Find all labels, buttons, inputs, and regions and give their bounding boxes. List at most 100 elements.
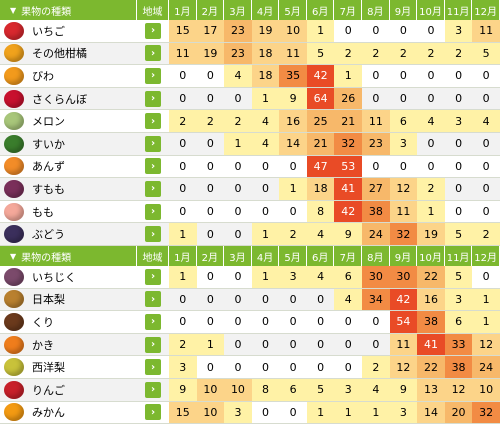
- month-cell: 0: [197, 133, 225, 155]
- heat-value: 0: [344, 338, 352, 352]
- region-arrow-button[interactable]: ›: [145, 359, 161, 376]
- month-cell: 0: [334, 311, 362, 333]
- month-cell: 13: [417, 379, 445, 401]
- region-arrow-button[interactable]: ›: [145, 203, 161, 220]
- heat-value: 27: [362, 178, 390, 200]
- heat-value: 0: [206, 205, 214, 219]
- header-fruit-type[interactable]: ▼ 果物の種類: [0, 246, 137, 266]
- header-month: 3月: [224, 0, 252, 20]
- month-cell: 27: [362, 178, 390, 200]
- month-cell: 0: [224, 289, 252, 311]
- month-cell: 0: [362, 65, 390, 87]
- watermelon-icon: [4, 134, 24, 153]
- fruit-name-cell: いちご: [0, 20, 137, 42]
- header-month: 5月: [279, 0, 307, 20]
- fruit-name: 西洋梨: [32, 361, 65, 375]
- heat-value: 0: [317, 315, 325, 329]
- heat-value: 42: [306, 65, 335, 87]
- header-month: 10月: [417, 0, 445, 20]
- fruit-row: いちじく › 1 0 0 1 3 4 6 30 30 22 5 0: [0, 266, 500, 289]
- month-cell: 30: [389, 266, 418, 288]
- heat-value: 1: [169, 266, 197, 288]
- region-arrow-button[interactable]: ›: [145, 291, 161, 308]
- heat-value: 0: [399, 159, 407, 173]
- month-cell: 23: [224, 20, 252, 42]
- fruit-name-cell: さくらんぼ: [0, 88, 137, 110]
- fruit-name: あんず: [32, 160, 65, 174]
- region-arrow-button[interactable]: ›: [145, 313, 161, 330]
- month-cell: 0: [169, 88, 197, 110]
- heat-value: 0: [427, 92, 435, 106]
- header-month: 8月: [362, 246, 390, 266]
- fruit-name: すもも: [32, 182, 65, 196]
- month-cell: 4: [417, 110, 445, 132]
- fruit-name: かき: [32, 338, 54, 352]
- month-cell: 0: [224, 334, 252, 356]
- heat-value: 30: [362, 266, 390, 288]
- heat-value: 15: [169, 401, 197, 424]
- header-month: 11月: [445, 0, 473, 20]
- month-cell: 0: [472, 266, 500, 288]
- plum-icon: [4, 179, 24, 198]
- month-cell: 4: [224, 65, 252, 87]
- month-cell: 0: [307, 334, 335, 356]
- region-arrow-button[interactable]: ›: [145, 226, 161, 243]
- heat-value: 0: [234, 315, 242, 329]
- month-cell: 20: [444, 401, 473, 424]
- month-cell: 19: [196, 42, 225, 65]
- fruit-row: ぶどう › 1 0 0 1 2 4 9 24 32 19 5 2: [0, 223, 500, 246]
- header-month: 3月: [224, 246, 252, 266]
- region-arrow-button[interactable]: ›: [145, 180, 161, 197]
- heat-value: 38: [362, 200, 390, 223]
- region-arrow-button[interactable]: ›: [145, 45, 161, 62]
- fruit-row: みかん › 15 10 3 0 0 1 1 1 3 14 20 32: [0, 401, 500, 425]
- heat-value: 0: [455, 159, 463, 173]
- region-arrow-button[interactable]: ›: [145, 404, 161, 421]
- heat-value: 21: [306, 133, 335, 155]
- header-region: 地域: [137, 0, 169, 20]
- month-cell: 12: [444, 379, 473, 401]
- month-cell: 0: [224, 88, 252, 110]
- heat-value: 12: [472, 333, 500, 356]
- heat-value: 0: [179, 69, 187, 83]
- heat-value: 4: [224, 65, 252, 87]
- heat-value: 1: [362, 401, 390, 424]
- region-arrow-button[interactable]: ›: [145, 158, 161, 175]
- month-cell: 0: [169, 133, 197, 155]
- region-arrow-button[interactable]: ›: [145, 268, 161, 285]
- region-arrow-button[interactable]: ›: [145, 381, 161, 398]
- header-month: 6月: [307, 0, 335, 20]
- month-cell: 64: [306, 87, 335, 110]
- region-arrow-button[interactable]: ›: [145, 90, 161, 107]
- header-month: 2月: [197, 0, 225, 20]
- fruit-name-cell: メロン: [0, 110, 137, 132]
- month-cell: 8: [306, 200, 335, 223]
- header-fruit-type[interactable]: ▼ 果物の種類: [0, 0, 137, 20]
- month-cell: 0: [197, 289, 225, 311]
- month-cell: 0: [417, 65, 445, 87]
- heat-value: 0: [372, 338, 380, 352]
- month-cell: 19: [417, 223, 445, 245]
- region-cell: ›: [137, 379, 169, 401]
- fruit-name: その他柑橘: [32, 47, 87, 61]
- region-cell: ›: [137, 334, 169, 356]
- heat-value: 0: [455, 182, 463, 196]
- region-arrow-button[interactable]: ›: [145, 336, 161, 353]
- heat-value: 0: [179, 315, 187, 329]
- peach-icon: [4, 202, 24, 221]
- region-arrow-button[interactable]: ›: [145, 135, 161, 152]
- month-cell: 0: [472, 133, 500, 155]
- month-cell: 5: [444, 266, 473, 288]
- heat-value: 6: [389, 110, 418, 132]
- region-arrow-button[interactable]: ›: [145, 67, 161, 84]
- month-cell: 1: [169, 223, 197, 245]
- heat-value: 0: [289, 205, 297, 219]
- month-cell: 0: [445, 65, 473, 87]
- header-month: 12月: [472, 0, 500, 20]
- month-cell: 1: [334, 65, 363, 87]
- month-cell: 2: [196, 110, 225, 132]
- month-cell: 14: [279, 133, 307, 155]
- month-cell: 0: [390, 20, 418, 42]
- region-arrow-button[interactable]: ›: [145, 22, 161, 39]
- region-arrow-button[interactable]: ›: [145, 113, 161, 130]
